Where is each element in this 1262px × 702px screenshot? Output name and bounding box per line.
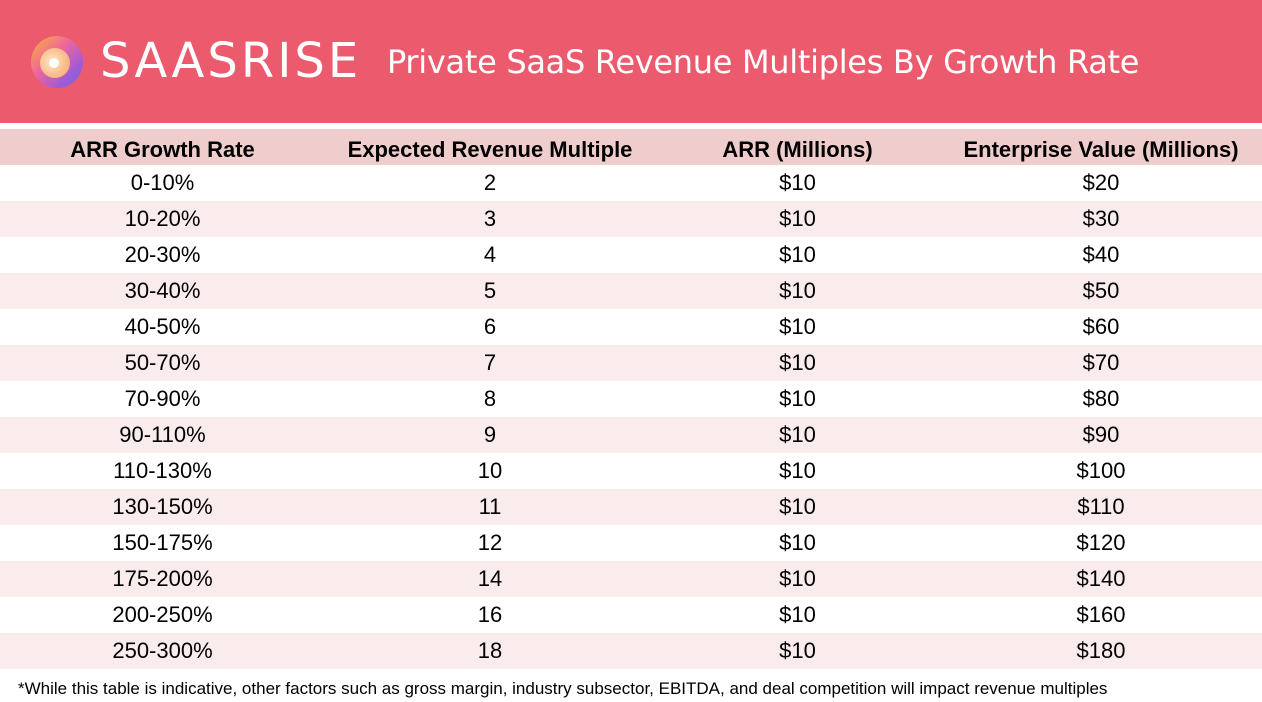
cell-revenue-multiple: 9 bbox=[325, 417, 655, 453]
cell-arr: $10 bbox=[655, 417, 940, 453]
cell-growth-rate: 70-90% bbox=[0, 381, 325, 417]
table-row: 70-90% 8 $10 $80 bbox=[0, 381, 1262, 417]
cell-revenue-multiple: 16 bbox=[325, 597, 655, 633]
cell-arr: $10 bbox=[655, 453, 940, 489]
cell-growth-rate: 175-200% bbox=[0, 561, 325, 597]
footnote: *While this table is indicative, other f… bbox=[18, 679, 1108, 698]
column-header-enterprise-value: Enterprise Value (Millions) bbox=[940, 129, 1262, 165]
table-row: 150-175% 12 $10 $120 bbox=[0, 525, 1262, 561]
cell-enterprise-value: $160 bbox=[940, 597, 1262, 633]
table-row: 130-150% 11 $10 $110 bbox=[0, 489, 1262, 525]
column-header-growth-rate: ARR Growth Rate bbox=[0, 129, 325, 165]
cell-growth-rate: 130-150% bbox=[0, 489, 325, 525]
cell-revenue-multiple: 4 bbox=[325, 237, 655, 273]
cell-growth-rate: 150-175% bbox=[0, 525, 325, 561]
header-banner: SAASRISE Private SaaS Revenue Multiples … bbox=[0, 0, 1262, 123]
cell-arr: $10 bbox=[655, 381, 940, 417]
cell-growth-rate: 30-40% bbox=[0, 273, 325, 309]
cell-arr: $10 bbox=[655, 525, 940, 561]
table-row: 0-10% 2 $10 $20 bbox=[0, 165, 1262, 201]
cell-enterprise-value: $90 bbox=[940, 417, 1262, 453]
cell-growth-rate: 20-30% bbox=[0, 237, 325, 273]
cell-enterprise-value: $110 bbox=[940, 489, 1262, 525]
cell-growth-rate: 0-10% bbox=[0, 165, 325, 201]
cell-enterprise-value: $40 bbox=[940, 237, 1262, 273]
cell-revenue-multiple: 12 bbox=[325, 525, 655, 561]
cell-growth-rate: 40-50% bbox=[0, 309, 325, 345]
cell-arr: $10 bbox=[655, 237, 940, 273]
cell-enterprise-value: $60 bbox=[940, 309, 1262, 345]
table-row: 10-20% 3 $10 $30 bbox=[0, 201, 1262, 237]
column-header-revenue-multiple: Expected Revenue Multiple bbox=[325, 129, 655, 165]
cell-growth-rate: 250-300% bbox=[0, 633, 325, 669]
cell-revenue-multiple: 2 bbox=[325, 165, 655, 201]
cell-enterprise-value: $180 bbox=[940, 633, 1262, 669]
cell-enterprise-value: $100 bbox=[940, 453, 1262, 489]
cell-enterprise-value: $30 bbox=[940, 201, 1262, 237]
cell-revenue-multiple: 14 bbox=[325, 561, 655, 597]
column-header-arr: ARR (Millions) bbox=[655, 129, 940, 165]
table-header-row: ARR Growth Rate Expected Revenue Multiple… bbox=[0, 129, 1262, 165]
table-row: 30-40% 5 $10 $50 bbox=[0, 273, 1262, 309]
cell-arr: $10 bbox=[655, 561, 940, 597]
cell-revenue-multiple: 7 bbox=[325, 345, 655, 381]
cell-growth-rate: 90-110% bbox=[0, 417, 325, 453]
cell-arr: $10 bbox=[655, 309, 940, 345]
cell-revenue-multiple: 6 bbox=[325, 309, 655, 345]
table-row: 90-110% 9 $10 $90 bbox=[0, 417, 1262, 453]
table-row: 50-70% 7 $10 $70 bbox=[0, 345, 1262, 381]
table-row: 110-130% 10 $10 $100 bbox=[0, 453, 1262, 489]
cell-enterprise-value: $140 bbox=[940, 561, 1262, 597]
table-row: 20-30% 4 $10 $40 bbox=[0, 237, 1262, 273]
revenue-multiples-table: ARR Growth Rate Expected Revenue Multiple… bbox=[0, 129, 1262, 669]
saasrise-ring-logo-icon bbox=[30, 35, 84, 89]
cell-arr: $10 bbox=[655, 597, 940, 633]
cell-arr: $10 bbox=[655, 489, 940, 525]
table-row: 250-300% 18 $10 $180 bbox=[0, 633, 1262, 669]
cell-enterprise-value: $120 bbox=[940, 525, 1262, 561]
cell-growth-rate: 110-130% bbox=[0, 453, 325, 489]
table-row: 175-200% 14 $10 $140 bbox=[0, 561, 1262, 597]
cell-enterprise-value: $20 bbox=[940, 165, 1262, 201]
cell-revenue-multiple: 8 bbox=[325, 381, 655, 417]
cell-enterprise-value: $70 bbox=[940, 345, 1262, 381]
cell-revenue-multiple: 11 bbox=[325, 489, 655, 525]
cell-arr: $10 bbox=[655, 165, 940, 201]
cell-enterprise-value: $80 bbox=[940, 381, 1262, 417]
cell-growth-rate: 200-250% bbox=[0, 597, 325, 633]
cell-arr: $10 bbox=[655, 345, 940, 381]
cell-revenue-multiple: 10 bbox=[325, 453, 655, 489]
cell-revenue-multiple: 5 bbox=[325, 273, 655, 309]
brand-name: SAASRISE bbox=[100, 33, 362, 89]
cell-growth-rate: 50-70% bbox=[0, 345, 325, 381]
cell-enterprise-value: $50 bbox=[940, 273, 1262, 309]
cell-growth-rate: 10-20% bbox=[0, 201, 325, 237]
cell-arr: $10 bbox=[655, 633, 940, 669]
cell-arr: $10 bbox=[655, 273, 940, 309]
page-title: Private SaaS Revenue Multiples By Growth… bbox=[387, 43, 1140, 81]
cell-arr: $10 bbox=[655, 201, 940, 237]
cell-revenue-multiple: 3 bbox=[325, 201, 655, 237]
table-row: 200-250% 16 $10 $160 bbox=[0, 597, 1262, 633]
table-row: 40-50% 6 $10 $60 bbox=[0, 309, 1262, 345]
cell-revenue-multiple: 18 bbox=[325, 633, 655, 669]
